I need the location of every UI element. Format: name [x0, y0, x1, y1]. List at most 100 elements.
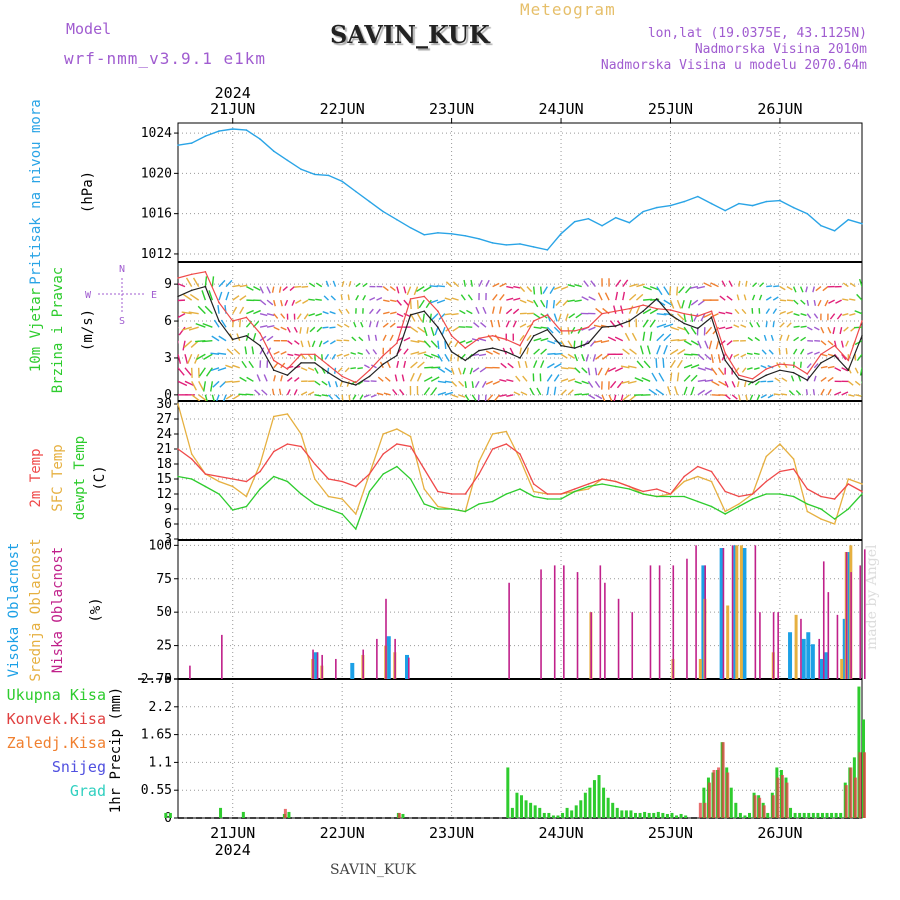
dewpoint-line-point: [450, 508, 453, 510]
wind-arrow: [301, 285, 309, 288]
wind-arrow: [805, 286, 808, 293]
wind-arrow: [526, 299, 534, 304]
wind-arrow: [273, 375, 276, 382]
wind-arrow: [812, 389, 815, 395]
wind-arrow: [294, 340, 300, 345]
dewpoint-line-point: [368, 490, 371, 493]
wind-arrow: [187, 353, 193, 364]
wind-arrow: [562, 299, 569, 307]
wind-gust-line-point: [505, 338, 508, 341]
cloud-bar-low: [576, 572, 579, 679]
wind-arrow: [790, 375, 795, 382]
wind-arrow: [211, 394, 215, 401]
wind-arrow: [451, 297, 459, 301]
sfc-temp-line-point: [792, 458, 795, 460]
wind-arrow: [669, 372, 673, 382]
wind-arrow: [271, 286, 275, 293]
wind-arrow: [677, 348, 686, 355]
wind-arrow: [210, 367, 220, 372]
wind-arrow: [547, 352, 556, 355]
cloud-bar-high: [810, 644, 815, 679]
dewpoint-line-point: [327, 508, 330, 510]
wind-speed-line-point: [423, 310, 426, 313]
wind-arrow: [259, 347, 265, 355]
wind-arrow: [266, 286, 271, 294]
wind-arrow: [485, 380, 493, 385]
wind-arrow: [859, 367, 862, 376]
temp-2m-line-point: [300, 445, 302, 448]
wind-arrow: [239, 284, 248, 288]
wind-arrow: [540, 337, 549, 342]
wind-arrow: [795, 390, 802, 396]
wind-arrow: [519, 286, 526, 293]
wind-arrow: [725, 311, 733, 315]
wind-arrow: [218, 291, 223, 301]
wind-arrow: [178, 326, 186, 336]
y-tick-label: 6: [164, 517, 172, 532]
wind-arrow: [350, 367, 356, 370]
wind-arrow: [314, 380, 321, 386]
precip-bar-convective: [703, 802, 707, 818]
wind-arrow: [246, 376, 254, 382]
wind-arrow: [225, 394, 234, 400]
wind-arrow: [460, 294, 466, 301]
wind-arrow: [321, 380, 328, 386]
wind-arrow: [451, 312, 459, 316]
wind-arrow: [259, 299, 267, 306]
temp-label-dewpt: dewpt Temp: [72, 436, 88, 520]
sfc-temp-line-point: [314, 478, 316, 480]
wind-arrow: [248, 360, 254, 369]
wind-arrow: [592, 354, 597, 362]
dewpoint-line-point: [245, 505, 248, 508]
wind-arrow: [232, 284, 241, 288]
pressure-line-point: [710, 202, 713, 205]
wind-arrow: [382, 322, 389, 328]
precip-bar-total: [241, 811, 245, 818]
wind-speed-line-point: [546, 328, 549, 331]
wind-gust-line-point: [519, 344, 521, 347]
cloud-bar-high: [386, 636, 391, 679]
wind-arrow: [786, 322, 792, 328]
wind-arrow: [499, 282, 507, 288]
wind-arrow: [256, 374, 261, 382]
wind-arrow: [649, 319, 656, 328]
wind-arrow: [533, 313, 541, 319]
wind-gust-line-point: [231, 320, 234, 322]
wind-arrow: [715, 340, 720, 350]
precip-bar-convective: [776, 777, 780, 818]
sfc-temp-line: [177, 403, 863, 525]
wind-arrow: [519, 334, 525, 342]
wind-gust-line-point: [464, 347, 467, 349]
sfc-temp-line-point: [833, 523, 836, 525]
wind-arrow: [864, 354, 869, 360]
precip-bar-total: [588, 787, 592, 818]
wind-arrow: [403, 360, 407, 368]
pressure-line-point: [779, 199, 781, 202]
wind-arrow: [522, 375, 528, 382]
wind-arrow: [754, 336, 760, 342]
wind-arrow: [375, 321, 379, 328]
wind-arrow: [296, 313, 302, 320]
wind-arrow: [336, 353, 343, 357]
wind-arrow: [778, 348, 781, 355]
wind-arrow: [346, 381, 350, 387]
pressure-line-point: [177, 144, 179, 146]
wind-gust-line-point: [478, 337, 480, 340]
precip-bar-total: [583, 792, 587, 818]
pressure-line-point: [683, 200, 685, 203]
wind-speed-line-point: [765, 374, 768, 376]
wind-gust-line-point: [560, 330, 562, 332]
wind-arrow: [225, 291, 230, 301]
wind-speed-line-point: [724, 359, 726, 362]
wind-gust-line-point: [409, 298, 412, 300]
wind-arrow: [384, 376, 391, 382]
precip-bar-convective: [726, 772, 730, 818]
wind-gust-line-point: [833, 344, 836, 347]
wind-arrow: [294, 353, 301, 357]
wind-arrow: [204, 305, 213, 315]
wind-arrow: [286, 389, 291, 396]
wind-arrow: [676, 372, 680, 382]
wind-arrow: [745, 280, 748, 287]
wind-arrow: [300, 367, 308, 372]
